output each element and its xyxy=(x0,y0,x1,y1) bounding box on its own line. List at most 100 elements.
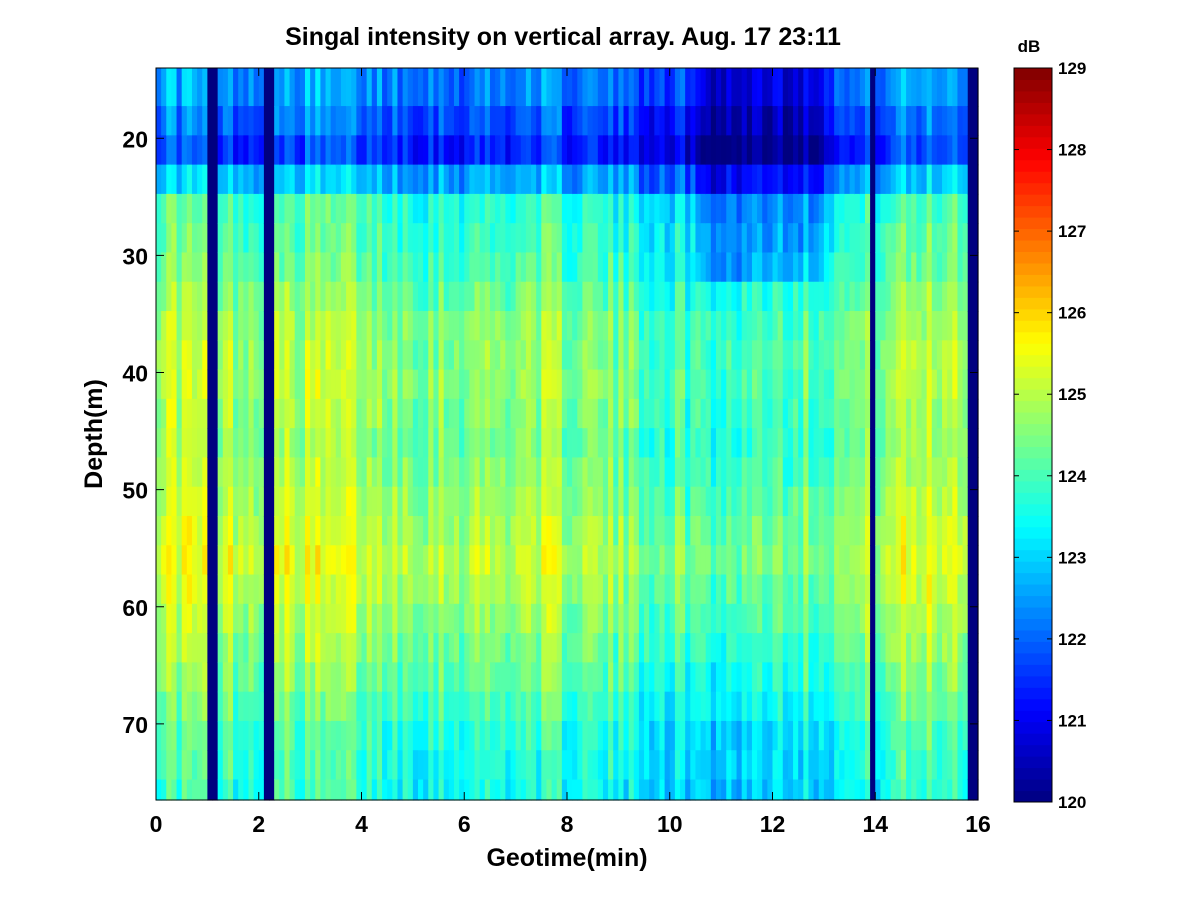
heatmap-cell xyxy=(936,662,943,693)
heatmap-cell xyxy=(751,68,758,107)
heatmap-cell xyxy=(782,398,789,429)
heatmap-cell xyxy=(202,486,208,517)
heatmap-cell xyxy=(854,515,861,546)
heatmap-cell xyxy=(340,457,347,488)
heatmap-cell xyxy=(387,135,393,166)
heatmap-cell xyxy=(304,750,311,781)
heatmap-cell xyxy=(721,515,727,546)
heatmap-cell xyxy=(680,720,686,751)
heatmap-cell xyxy=(870,750,876,781)
heatmap-cell xyxy=(505,135,512,166)
heatmap-cell xyxy=(448,340,455,371)
heatmap-cell xyxy=(495,457,501,488)
heatmap-cell xyxy=(207,691,214,722)
heatmap-cell xyxy=(402,223,409,254)
heatmap-cell xyxy=(330,281,337,312)
heatmap-cell xyxy=(315,135,321,166)
heatmap-cell xyxy=(361,340,368,371)
heatmap-cell xyxy=(900,398,907,429)
heatmap-cell xyxy=(222,106,229,136)
heatmap-cell xyxy=(474,428,481,459)
heatmap-cell xyxy=(844,691,851,722)
heatmap-cell xyxy=(186,106,193,136)
heatmap-cell xyxy=(269,369,275,400)
heatmap-cell xyxy=(330,720,337,751)
heatmap-cell xyxy=(880,779,887,801)
heatmap-cell xyxy=(515,311,522,341)
heatmap-cell xyxy=(299,457,306,488)
heatmap-cell xyxy=(186,164,193,195)
heatmap-cell xyxy=(659,164,666,195)
heatmap-cell xyxy=(304,223,311,254)
heatmap-cell xyxy=(931,369,938,400)
heatmap-cell xyxy=(787,779,794,801)
heatmap-cell xyxy=(952,574,959,605)
heatmap-cell xyxy=(782,428,789,459)
heatmap-cell xyxy=(423,545,429,576)
heatmap-cell xyxy=(484,223,491,254)
heatmap-cell xyxy=(556,457,563,488)
heatmap-cell xyxy=(829,193,835,224)
heatmap-cell xyxy=(320,691,327,722)
heatmap-cell xyxy=(741,106,748,136)
heatmap-cell xyxy=(448,486,455,517)
heatmap-cell xyxy=(957,633,964,663)
heatmap-cell xyxy=(952,457,959,488)
heatmap-cell xyxy=(870,662,876,693)
heatmap-cell xyxy=(515,164,522,195)
heatmap-cell xyxy=(669,281,676,312)
heatmap-cell xyxy=(669,633,676,663)
heatmap-cell xyxy=(515,340,522,371)
heatmap-cell xyxy=(238,369,244,400)
heatmap-cell xyxy=(813,281,820,312)
heatmap-cell xyxy=(700,281,707,312)
heatmap-cell xyxy=(233,662,239,693)
heatmap-cell xyxy=(161,662,167,693)
heatmap-cell xyxy=(433,223,440,254)
heatmap-cell xyxy=(222,223,229,254)
heatmap-cell xyxy=(464,691,470,722)
heatmap-cell xyxy=(757,135,763,166)
heatmap-cell xyxy=(690,457,697,488)
heatmap-cell xyxy=(567,193,573,224)
heatmap-cell xyxy=(628,340,635,371)
heatmap-cell xyxy=(263,68,270,107)
heatmap-cell xyxy=(407,369,414,400)
heatmap-cell xyxy=(895,340,902,371)
heatmap-cell xyxy=(433,135,440,166)
heatmap-cell xyxy=(911,574,917,605)
heatmap-cell xyxy=(304,633,311,663)
heatmap-cell xyxy=(767,164,774,195)
heatmap-cell xyxy=(361,545,368,576)
heatmap-cell xyxy=(608,164,614,195)
heatmap-cell xyxy=(854,135,861,166)
heatmap-cell xyxy=(294,779,301,801)
heatmap-cell xyxy=(330,340,337,371)
heatmap-cell xyxy=(484,252,491,283)
heatmap-cell xyxy=(834,545,840,576)
heatmap-cell xyxy=(798,779,804,801)
heatmap-cell xyxy=(859,398,866,429)
heatmap-cell xyxy=(926,545,933,576)
heatmap-cell xyxy=(171,68,178,107)
heatmap-cell xyxy=(489,68,496,107)
heatmap-cell xyxy=(546,750,553,781)
heatmap-cell xyxy=(674,428,681,459)
heatmap-cell xyxy=(680,340,686,371)
heatmap-cell xyxy=(551,428,558,459)
heatmap-cell xyxy=(798,68,804,107)
heatmap-cell xyxy=(238,106,244,136)
heatmap-cell xyxy=(936,369,943,400)
heatmap-cell xyxy=(654,545,661,576)
heatmap-cell xyxy=(906,106,912,136)
heatmap-cell xyxy=(310,252,316,283)
heatmap-cell xyxy=(602,398,609,429)
heatmap-cell xyxy=(546,135,553,166)
heatmap-cell xyxy=(885,662,892,693)
heatmap-cell xyxy=(335,691,342,722)
heatmap-cell xyxy=(587,515,594,546)
heatmap-cell xyxy=(859,720,866,751)
heatmap-cell xyxy=(418,68,424,107)
heatmap-cell xyxy=(726,164,732,195)
heatmap-cell xyxy=(644,106,650,136)
